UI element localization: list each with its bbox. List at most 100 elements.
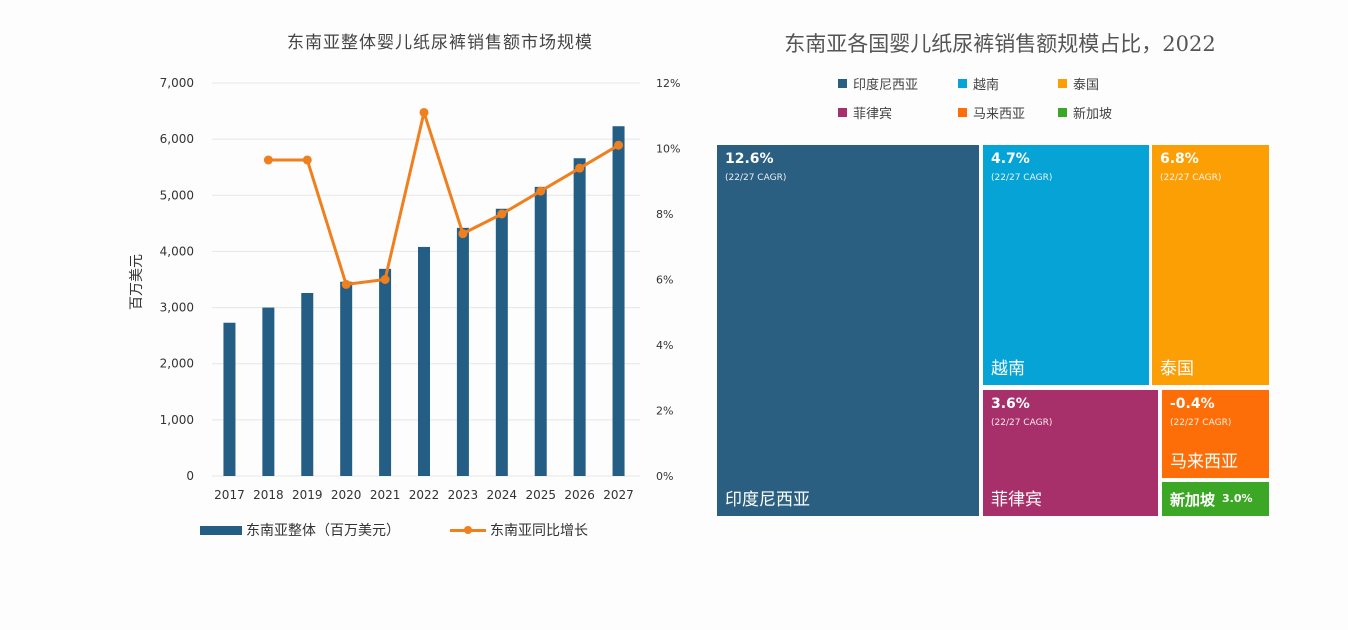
legend-label: 菲律宾 bbox=[853, 107, 893, 122]
y2-tick-label: 2% bbox=[656, 405, 673, 418]
tile-cagr: 3.0% bbox=[1222, 492, 1253, 505]
y-axis-label: 百万美元 bbox=[129, 254, 145, 310]
treemap-tile: 6.8% (22/27 CAGR) 泰国 bbox=[1152, 145, 1269, 385]
legend-label-line: 东南亚同比增长 bbox=[490, 523, 588, 539]
x-tick-label: 2019 bbox=[292, 488, 323, 502]
growth-point-2021 bbox=[380, 275, 390, 284]
legend-item: 泰国 bbox=[1058, 74, 1138, 93]
bar-2021 bbox=[379, 268, 392, 476]
legend-swatch bbox=[958, 108, 967, 117]
tile-cagr-label: (22/27 CAGR) bbox=[725, 173, 787, 183]
growth-point-2019 bbox=[302, 155, 312, 165]
y2-tick-label: 4% bbox=[656, 339, 673, 352]
growth-point-2027 bbox=[614, 140, 624, 150]
y-tick-label: 5,000 bbox=[160, 188, 194, 202]
y-tick-label: 7,000 bbox=[160, 76, 194, 90]
legend-label: 马来西亚 bbox=[973, 107, 1026, 122]
y2-tick-label: 10% bbox=[656, 143, 680, 156]
treemap-legend: 印度尼西亚 越南 泰国菲律宾 马来西亚 新加坡 bbox=[838, 74, 1138, 122]
legend-label: 越南 bbox=[973, 78, 1000, 93]
tile-name: 印度尼西亚 bbox=[725, 490, 810, 510]
legend-label: 印度尼西亚 bbox=[853, 78, 919, 93]
tile-cagr-label: (22/27 CAGR) bbox=[991, 418, 1053, 428]
tile-name: 菲律宾 bbox=[991, 490, 1042, 510]
legend-swatch bbox=[1058, 79, 1067, 88]
y-tick-label: 0 bbox=[186, 469, 194, 483]
x-tick-label: 2024 bbox=[487, 488, 518, 502]
x-tick-label: 2018 bbox=[253, 488, 284, 502]
y2-tick-label: 0% bbox=[656, 470, 673, 483]
legend-swatch bbox=[838, 108, 847, 117]
bar-2024 bbox=[495, 208, 508, 476]
growth-point-2023 bbox=[458, 229, 468, 239]
market-size-chart: 东南亚整体婴儿纸尿裤销售额市场规模 0 1,000 2,000 3,000 4,000 5… bbox=[129, 33, 681, 540]
tile-cagr: 6.8% bbox=[1160, 151, 1199, 167]
x-tick-label: 2027 bbox=[603, 488, 634, 502]
growth-point-2020 bbox=[341, 279, 351, 289]
tile-cagr: 3.6% bbox=[991, 396, 1030, 412]
tile-name: 马来西亚 bbox=[1170, 452, 1238, 472]
legend-swatch bbox=[958, 79, 967, 88]
chart-title: 东南亚整体婴儿纸尿裤销售额市场规模 bbox=[287, 33, 593, 53]
bar-line-plot: 0 1,000 2,000 3,000 4,000 5,000 6,000 7,000 0% 2%… bbox=[160, 76, 681, 502]
y-tick-label: 1,000 bbox=[160, 413, 194, 427]
legend-item: 菲律宾 bbox=[838, 103, 958, 122]
bar-2017 bbox=[223, 322, 236, 476]
tile-cagr-label: (22/27 CAGR) bbox=[991, 173, 1053, 183]
growth-point-2024 bbox=[497, 209, 507, 219]
legend-item: 马来西亚 bbox=[958, 103, 1058, 122]
bar-2019 bbox=[301, 292, 314, 476]
treemap-title: 东南亚各国婴儿纸尿裤销售额规模占比，2022 bbox=[784, 32, 1216, 56]
x-tick-label: 2021 bbox=[370, 488, 401, 502]
legend-label-bar: 东南亚整体（百万美元） bbox=[246, 523, 400, 539]
tile-name: 泰国 bbox=[1160, 359, 1194, 379]
x-tick-label: 2026 bbox=[564, 488, 595, 502]
legend-label: 新加坡 bbox=[1073, 107, 1113, 122]
treemap-tile: -0.4% (22/27 CAGR) 马来西亚 bbox=[1162, 390, 1269, 478]
legend-item: 越南 bbox=[958, 74, 1058, 93]
growth-point-2025 bbox=[536, 186, 546, 196]
x-tick-label: 2023 bbox=[448, 488, 479, 502]
tile-cagr: 12.6% bbox=[725, 151, 774, 167]
y-tick-label: 3,000 bbox=[160, 301, 194, 315]
legend-item: 印度尼西亚 bbox=[838, 74, 958, 93]
tile-cagr-label: (22/27 CAGR) bbox=[1160, 173, 1222, 183]
growth-point-2022 bbox=[419, 107, 429, 117]
tile-name: 越南 bbox=[991, 359, 1025, 379]
x-tick-label: 2025 bbox=[525, 488, 556, 502]
y-tick-label: 4,000 bbox=[160, 244, 194, 258]
legend-swatch bbox=[1058, 108, 1067, 117]
treemap-tile: 12.6% (22/27 CAGR) 印度尼西亚 bbox=[717, 145, 979, 516]
legend-swatch-line bbox=[450, 525, 486, 534]
treemap-tile: 3.6% (22/27 CAGR) 菲律宾 bbox=[983, 390, 1158, 516]
y2-tick-label: 6% bbox=[656, 274, 673, 287]
bar-2022 bbox=[418, 246, 430, 476]
tile-cagr: -0.4% bbox=[1170, 396, 1215, 412]
x-tick-label: 2020 bbox=[331, 488, 362, 502]
x-tick-label: 2022 bbox=[409, 488, 440, 502]
y-tick-label: 6,000 bbox=[160, 132, 194, 146]
bar-2026 bbox=[573, 158, 586, 476]
tile-name: 新加坡 bbox=[1170, 491, 1216, 509]
bar-2023 bbox=[456, 227, 469, 476]
growth-point-2026 bbox=[575, 163, 585, 173]
treemap-tile: 4.7% (22/27 CAGR) 越南 bbox=[983, 145, 1149, 385]
legend-item: 新加坡 bbox=[1058, 103, 1138, 122]
y-tick-label: 2,000 bbox=[160, 357, 194, 371]
tile-cagr-label: (22/27 CAGR) bbox=[1170, 418, 1232, 428]
growth-point-2018 bbox=[263, 155, 273, 165]
chart-legend: 东南亚整体（百万美元） 东南亚同比增长 bbox=[200, 520, 588, 540]
treemap-tile: 新加坡 3.0% bbox=[1162, 482, 1269, 516]
bar-2027 bbox=[612, 126, 625, 476]
tile-cagr: 4.7% bbox=[991, 151, 1030, 167]
legend-label: 泰国 bbox=[1073, 78, 1100, 93]
bar-2020 bbox=[340, 281, 353, 476]
bar-2025 bbox=[534, 186, 547, 476]
legend-swatch-bar bbox=[200, 525, 242, 535]
legend-swatch bbox=[838, 79, 847, 88]
bar-2018 bbox=[262, 307, 275, 476]
growth-line bbox=[268, 110, 620, 286]
y2-tick-label: 8% bbox=[656, 208, 673, 221]
x-tick-label: 2017 bbox=[214, 488, 245, 502]
y2-tick-label: 12% bbox=[656, 77, 680, 90]
